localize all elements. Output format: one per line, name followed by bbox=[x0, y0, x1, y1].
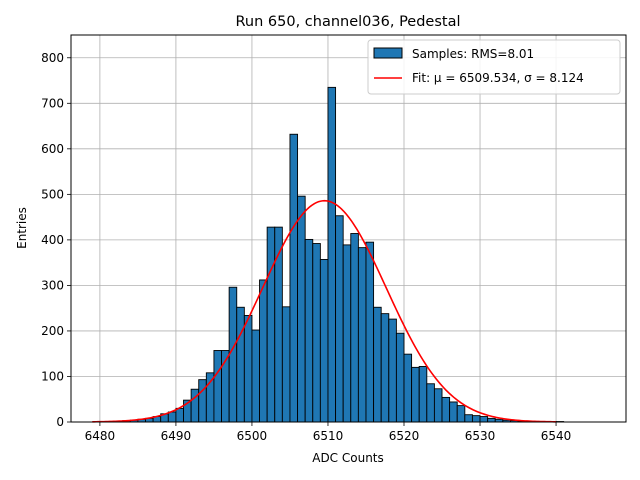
histogram-bar bbox=[198, 379, 207, 423]
legend-box bbox=[367, 39, 621, 95]
histogram-bar bbox=[388, 318, 397, 423]
x-axis-ticks: 6480 6490 6500 6510 6520 6530 6540 bbox=[85, 422, 572, 443]
histogram-bar bbox=[357, 247, 367, 423]
y-axis-label: Entries bbox=[15, 207, 29, 249]
histogram-bar bbox=[213, 350, 222, 423]
grid-lines bbox=[71, 35, 626, 423]
chart-title: Run 650, channel036, Pedestal bbox=[235, 14, 460, 30]
histogram-bar bbox=[297, 195, 306, 423]
y-axis-ticks: 0 100 200 300 400 500 600 700 800 bbox=[41, 51, 71, 429]
histogram-bar bbox=[433, 388, 443, 423]
histogram-bar bbox=[289, 133, 299, 423]
histogram-bar bbox=[205, 372, 215, 423]
histogram-bar bbox=[243, 315, 253, 423]
x-tick-label: 6500 bbox=[237, 429, 268, 443]
histogram-bar bbox=[471, 415, 481, 423]
y-tick-label: 800 bbox=[41, 51, 64, 65]
histogram-bar bbox=[441, 396, 451, 423]
fit-line bbox=[92, 199, 557, 423]
histogram-bars bbox=[99, 86, 565, 423]
histogram-bar bbox=[236, 306, 245, 423]
histogram-bar bbox=[304, 238, 314, 423]
histogram-bar bbox=[167, 411, 177, 423]
histogram-bar bbox=[175, 407, 184, 423]
y-tick-label: 500 bbox=[41, 187, 64, 201]
histogram-bar bbox=[373, 306, 382, 423]
legend-label-fit: Fit: μ = 6509.534, σ = 8.124 bbox=[412, 71, 584, 85]
histogram-bar bbox=[411, 366, 420, 423]
x-tick-label: 6480 bbox=[85, 429, 116, 443]
histogram-bar bbox=[319, 259, 329, 423]
histogram-bar bbox=[335, 215, 344, 423]
histogram-bar bbox=[418, 366, 428, 423]
histogram-bar bbox=[395, 332, 405, 423]
histogram-bar bbox=[426, 383, 435, 423]
x-tick-label: 6530 bbox=[465, 429, 496, 443]
histogram-bar bbox=[281, 306, 291, 423]
histogram-bar bbox=[251, 329, 260, 423]
x-tick-label: 6520 bbox=[389, 429, 420, 443]
histogram-bar bbox=[274, 226, 283, 423]
x-tick-label: 6540 bbox=[541, 429, 572, 443]
x-tick-label: 6490 bbox=[161, 429, 192, 443]
histogram-bar bbox=[403, 353, 413, 423]
histogram-bar bbox=[350, 233, 359, 423]
x-tick-label: 6510 bbox=[313, 429, 344, 443]
histogram-bar bbox=[365, 241, 375, 423]
y-tick-label: 300 bbox=[41, 278, 64, 292]
y-tick-label: 600 bbox=[41, 142, 64, 156]
y-tick-label: 400 bbox=[41, 233, 64, 247]
histogram-bar bbox=[259, 279, 268, 423]
histogram-bar bbox=[456, 405, 466, 423]
histogram-bar bbox=[327, 86, 337, 423]
x-axis-label: ADC Counts bbox=[312, 451, 384, 465]
y-tick-label: 0 bbox=[56, 415, 64, 429]
histogram-bar bbox=[266, 226, 276, 423]
y-tick-label: 700 bbox=[41, 96, 64, 110]
histogram-bar bbox=[228, 286, 238, 423]
y-tick-label: 100 bbox=[41, 369, 64, 383]
histogram-bar bbox=[479, 416, 489, 423]
plot-frame bbox=[70, 34, 627, 423]
legend: Samples: RMS=8.01 Fit: μ = 6509.534, σ =… bbox=[367, 39, 621, 95]
histogram-bar bbox=[449, 401, 458, 423]
legend-swatch-histogram bbox=[373, 47, 403, 59]
histogram-bar bbox=[342, 244, 352, 423]
histogram-bar bbox=[312, 243, 321, 423]
histogram-bar bbox=[487, 417, 496, 423]
histogram-bar bbox=[380, 313, 390, 423]
y-tick-label: 200 bbox=[41, 324, 64, 338]
fit-curve bbox=[92, 199, 557, 423]
histogram-bar bbox=[464, 414, 473, 423]
legend-label-histogram: Samples: RMS=8.01 bbox=[412, 47, 534, 61]
